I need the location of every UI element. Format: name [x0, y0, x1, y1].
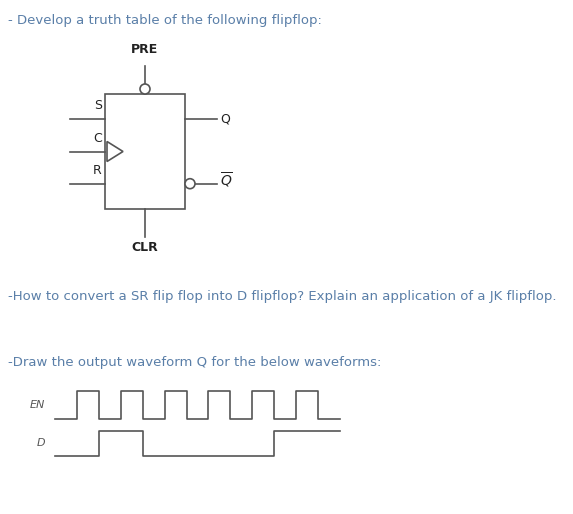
Bar — [105, 94, 185, 209]
Text: D: D — [36, 438, 45, 449]
Circle shape — [140, 84, 150, 94]
Text: - Develop a truth table of the following flipflop:: - Develop a truth table of the following… — [8, 14, 322, 27]
Text: EN: EN — [30, 400, 45, 410]
Text: Q: Q — [220, 113, 230, 126]
Text: C: C — [93, 132, 102, 144]
Text: $\overline{Q}$: $\overline{Q}$ — [220, 171, 233, 190]
Text: R: R — [93, 163, 102, 177]
Text: CLR: CLR — [132, 241, 158, 254]
Text: S: S — [94, 99, 102, 112]
Text: -Draw the output waveform Q for the below waveforms:: -Draw the output waveform Q for the belo… — [8, 356, 382, 369]
Circle shape — [185, 179, 195, 189]
Text: PRE: PRE — [131, 43, 159, 56]
Text: -How to convert a SR flip flop into D flipflop? Explain an application of a JK f: -How to convert a SR flip flop into D fl… — [8, 290, 556, 303]
